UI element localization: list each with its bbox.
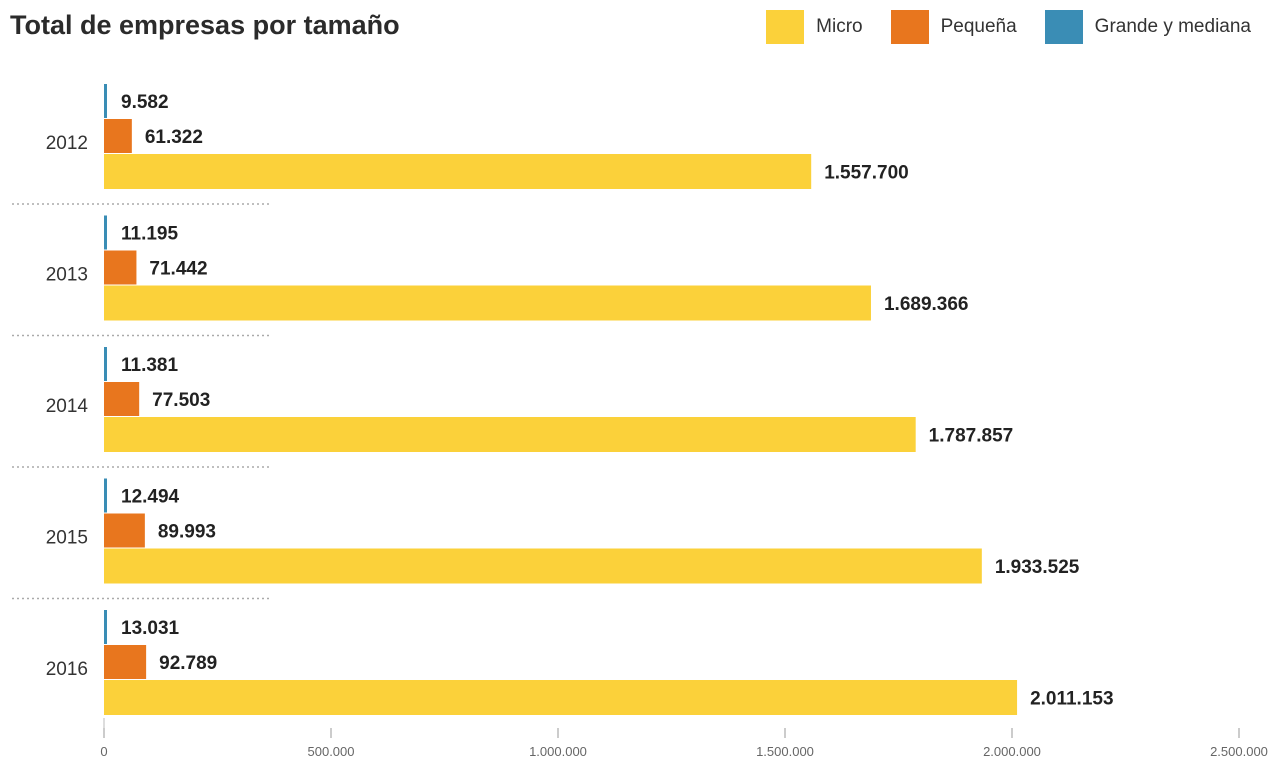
legend-item-micro: Micro <box>766 10 863 44</box>
bar <box>104 478 107 513</box>
category-label: 2016 <box>46 659 88 680</box>
category-label: 2015 <box>46 528 88 549</box>
category-label: 2013 <box>46 265 88 286</box>
category-label: 2014 <box>46 396 89 417</box>
legend-label-micro: Micro <box>816 16 863 37</box>
bar <box>104 119 132 153</box>
data-label: 13.031 <box>121 618 180 639</box>
chart-title: Total de empresas por tamaño <box>10 10 400 40</box>
bar <box>104 250 137 285</box>
data-label: 11.195 <box>121 224 178 245</box>
legend-swatch-micro <box>766 10 805 44</box>
bar <box>104 513 145 548</box>
bar <box>104 347 107 381</box>
data-label: 71.442 <box>149 259 207 280</box>
x-tick-label: 500.000 <box>308 744 355 759</box>
legend-item-pequena: Pequeña <box>890 10 1017 44</box>
bar <box>104 417 916 452</box>
data-label: 89.993 <box>158 522 216 543</box>
bar <box>104 680 1018 715</box>
legend-swatch-pequena <box>890 10 929 44</box>
data-label: 12.494 <box>121 487 180 508</box>
bar <box>104 285 871 321</box>
data-label: 2.011.153 <box>1030 689 1113 710</box>
bar <box>104 215 107 250</box>
legend: Micro Pequeña Grande y mediana <box>738 10 1251 44</box>
data-label: 1.933.525 <box>995 557 1080 578</box>
bar <box>104 645 147 679</box>
x-tick-label: 2.500.000 <box>1210 744 1268 759</box>
x-tick-label: 1.000.000 <box>529 744 587 759</box>
data-label: 1.557.700 <box>824 163 909 184</box>
bar <box>104 548 982 584</box>
x-tick-label: 0 <box>100 744 107 759</box>
data-label: 9.582 <box>121 92 169 113</box>
bar <box>104 610 107 644</box>
x-tick-label: 2.000.000 <box>983 744 1041 759</box>
data-label: 61.322 <box>145 127 203 148</box>
legend-label-grande-mediana: Grande y mediana <box>1094 16 1251 37</box>
legend-label-pequena: Pequeña <box>940 16 1017 37</box>
category-label: 2012 <box>46 133 88 154</box>
legend-item-grande-mediana: Grande y mediana <box>1044 10 1251 44</box>
data-label: 11.381 <box>121 355 178 376</box>
data-label: 77.503 <box>152 390 210 411</box>
bar <box>104 84 107 118</box>
data-label: 92.789 <box>159 653 217 674</box>
legend-swatch-grande-mediana <box>1044 10 1083 44</box>
bar <box>104 154 812 189</box>
data-label: 1.787.857 <box>929 426 1014 447</box>
data-label: 1.689.366 <box>884 294 969 315</box>
x-tick-label: 1.500.000 <box>756 744 814 759</box>
bar <box>104 382 140 416</box>
